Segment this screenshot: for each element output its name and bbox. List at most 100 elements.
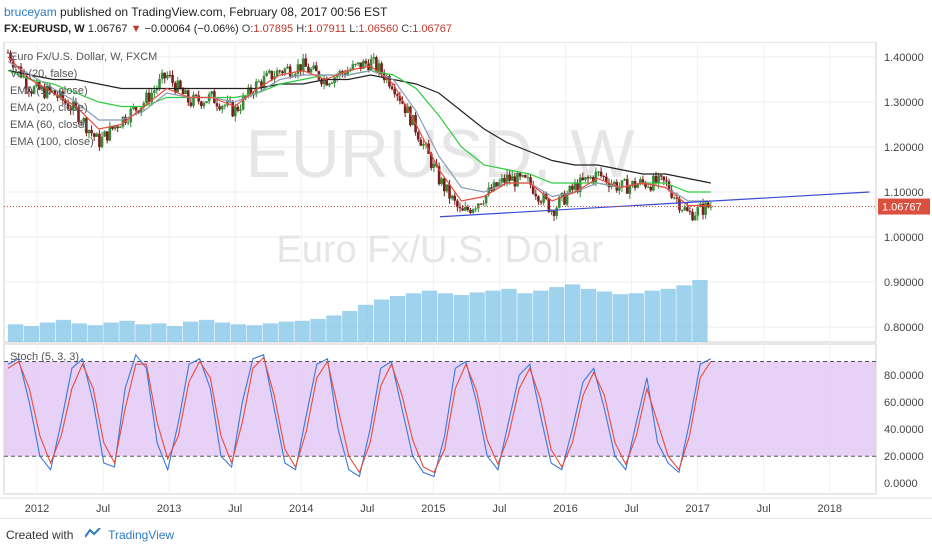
candle-body (497, 182, 501, 187)
candle-body (359, 62, 363, 69)
candle-body (79, 122, 83, 124)
candle-body (443, 178, 446, 192)
tradingview-brand-link[interactable]: TradingView (108, 528, 175, 542)
volume-bar (39, 322, 56, 342)
volume-bar (469, 292, 485, 342)
candle-body (155, 87, 159, 91)
volume-bar (628, 293, 644, 342)
tradingview-logo-icon[interactable] (83, 527, 101, 538)
candle-body (286, 66, 289, 69)
low-label: L: (349, 23, 359, 35)
legend-item[interactable]: Vol (20, false) (10, 68, 77, 80)
candle-body (463, 206, 467, 211)
candle-body (500, 177, 504, 183)
candle-body (186, 90, 190, 103)
stoch-tick-label: 40.0000 (884, 424, 924, 436)
candle-body (657, 175, 660, 184)
candle-body (526, 177, 530, 179)
open-value: 1.07895 (253, 23, 294, 35)
candle-body (236, 106, 240, 111)
candle-body (77, 107, 80, 123)
candle-body (64, 100, 67, 104)
candle-body (706, 202, 710, 208)
chart-canvas[interactable]: EURUSD, W Euro Fx/U.S. Dollar Euro Fx/U.… (0, 42, 932, 518)
candle-body (105, 131, 109, 141)
time-tick-label: 2014 (289, 503, 313, 515)
stoch-tick-label: 60.0000 (884, 397, 924, 409)
watermark-name: Euro Fx/U.S. Dollar (276, 229, 604, 271)
candle-body (529, 177, 532, 185)
legend-item[interactable]: EMA (60, close) (10, 119, 88, 131)
candle-body (432, 163, 436, 168)
candle-body (701, 203, 705, 215)
volume-bar (246, 325, 262, 342)
stoch-tick-label: 80.0000 (884, 370, 924, 382)
candle-body (205, 101, 208, 104)
candle-body (458, 207, 462, 209)
price-tick-label: 1.20000 (884, 142, 924, 154)
candle-body (429, 153, 433, 168)
candle-body (484, 194, 488, 204)
candle-body (620, 180, 624, 188)
candle-body (304, 58, 308, 67)
candle-body (278, 70, 282, 72)
stoch-tick-label: 20.0000 (884, 451, 924, 463)
ohlc-line: FX:EURUSD, W 1.06767 ▼ −0.00064 (−0.06%)… (4, 23, 452, 35)
candle-body (66, 103, 70, 109)
change-arrow: ▼ (130, 23, 142, 35)
candle-body (30, 91, 33, 94)
volume-bar (23, 326, 40, 342)
candle-body (160, 72, 164, 80)
candle-body (239, 109, 242, 111)
candle-body (176, 80, 180, 93)
candle-body (179, 80, 182, 89)
volume-bar (7, 324, 24, 342)
stoch-legend[interactable]: Stoch (5, 3, 3) (10, 351, 79, 363)
candle-body (98, 133, 101, 148)
candle-body (87, 129, 91, 134)
legend-item[interactable]: Euro Fx/U.S. Dollar, W, FXCM (10, 51, 157, 63)
candle-body (675, 197, 679, 199)
last-price: 1.06767 (87, 23, 128, 35)
candle-body (92, 133, 96, 137)
candle-body (61, 91, 65, 101)
candle-body (631, 181, 634, 187)
candle-body (479, 203, 483, 205)
time-tick-label: 2016 (553, 503, 577, 515)
volume-bar (87, 325, 103, 342)
last-price-badge-text: 1.06767 (882, 202, 922, 214)
candle-body (27, 88, 31, 92)
author-link[interactable]: bruceyam (4, 5, 57, 19)
candle-body (45, 85, 49, 98)
candle-body (82, 118, 86, 123)
candle-body (401, 100, 404, 104)
candle-body (95, 133, 99, 137)
candle-body (294, 73, 297, 76)
candle-body (260, 81, 263, 88)
volume-bar (119, 320, 135, 342)
volume-bar (342, 311, 358, 342)
volume-bar (230, 324, 247, 342)
volume-bar (692, 280, 708, 342)
symbol-label: FX:EURUSD, W (4, 23, 85, 35)
watermark: EURUSD, W Euro Fx/U.S. Dollar (245, 116, 634, 271)
candle-body (377, 63, 381, 72)
support-trendline[interactable] (439, 191, 870, 218)
candle-body (330, 82, 334, 84)
volume-bar (644, 290, 660, 342)
candle-body (563, 192, 566, 205)
candle-body (309, 68, 313, 73)
candle-body (119, 126, 122, 128)
volume-bar (437, 293, 453, 342)
legend-item[interactable]: EMA (20, close) (10, 102, 88, 114)
time-tick-label: 2018 (818, 503, 842, 515)
candle-body (288, 66, 292, 77)
volume-bar (103, 322, 119, 342)
candle-body (158, 79, 161, 88)
candle-body (163, 72, 167, 79)
candle-body (456, 200, 459, 208)
candle-body (416, 132, 420, 140)
legend-item[interactable]: EMA (100, close) (10, 136, 94, 148)
legend-item[interactable]: EMA (10, close) (10, 85, 88, 97)
volume-bar (262, 323, 278, 342)
